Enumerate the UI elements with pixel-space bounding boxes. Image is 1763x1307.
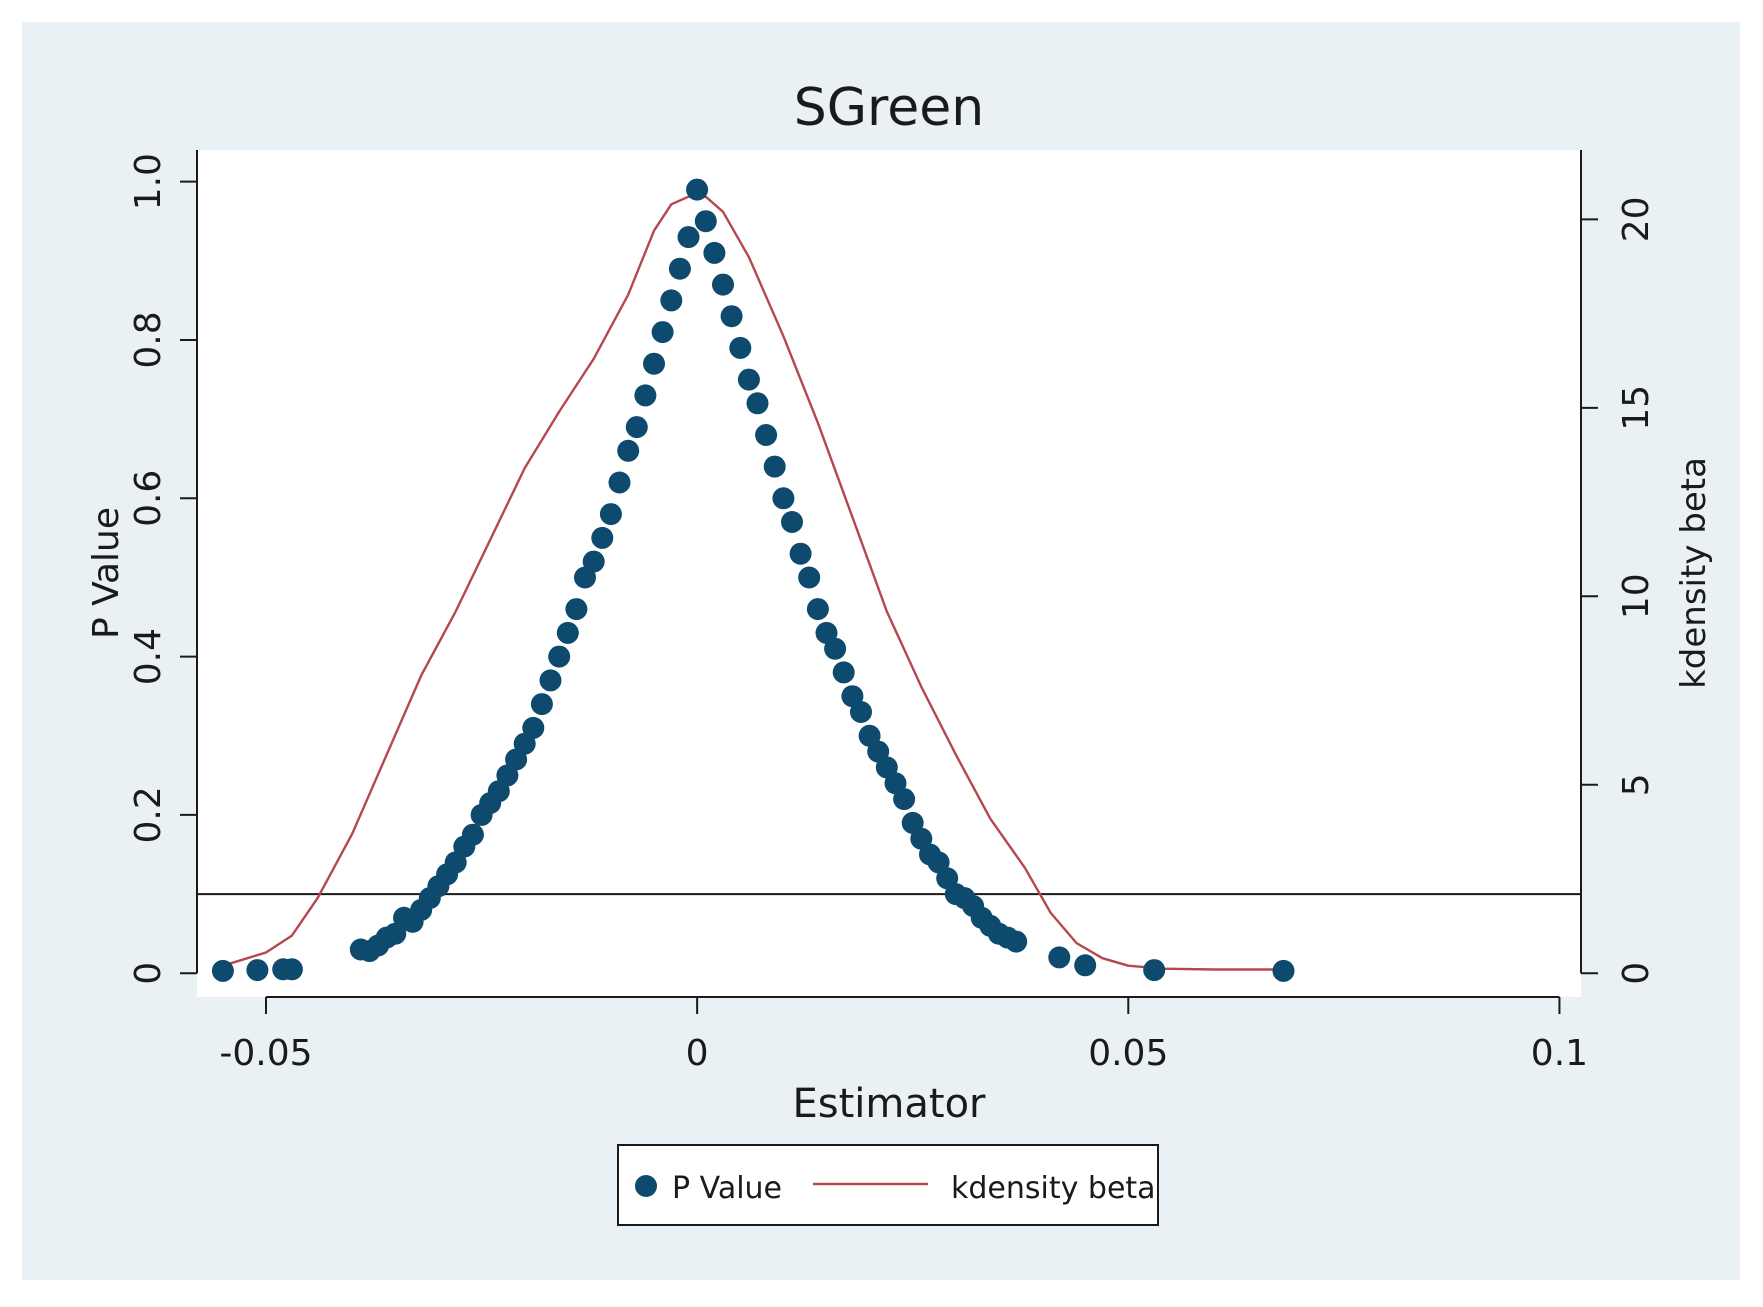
legend-label-kdensity: kdensity beta	[951, 1171, 1156, 1206]
y2-tick-label: 5	[1616, 773, 1657, 796]
p-value-point	[608, 471, 631, 494]
p-value-point	[806, 598, 829, 621]
p-value-point	[729, 336, 752, 359]
p-value-point	[694, 210, 717, 233]
y2-tick-label: 0	[1616, 962, 1657, 985]
y-tick-label: 0.4	[128, 628, 169, 685]
p-value-point	[211, 959, 234, 982]
p-value-point	[720, 305, 743, 328]
p-value-point	[668, 257, 691, 280]
y-tick-label: 1.0	[128, 153, 169, 210]
chart-title: SGreen	[794, 78, 984, 138]
p-value-point	[850, 701, 872, 723]
x-tick-label: 0.1	[1531, 1033, 1588, 1074]
p-value-point	[522, 716, 545, 739]
plot-area	[197, 150, 1581, 997]
y-tick-label: 0.8	[128, 311, 169, 368]
p-value-point	[712, 273, 734, 296]
p-value-point	[824, 637, 847, 660]
x-axis-label: Estimator	[793, 1081, 987, 1127]
p-value-point	[1143, 959, 1166, 982]
p-value-point	[634, 384, 657, 407]
p-value-point	[582, 550, 605, 573]
kdensity-line	[222, 195, 1284, 971]
p-value-point	[789, 542, 812, 565]
p-value-point	[591, 526, 614, 549]
p-value-point	[1074, 954, 1097, 977]
y2-tick-label: 20	[1616, 196, 1657, 242]
points-layer	[211, 178, 1295, 982]
y-tick-label: 0.2	[128, 786, 169, 843]
y-tick-label: 0.6	[128, 470, 169, 527]
p-value-point	[755, 424, 778, 446]
p-value-point	[746, 392, 769, 415]
p-value-point	[617, 439, 640, 462]
p-value-point	[530, 693, 553, 716]
y-axis-label: P Value	[86, 507, 127, 639]
p-value-point	[703, 241, 726, 264]
p-value-point	[280, 958, 303, 981]
axis-layer: 0 0.2 0.4 0.6 0.8 1.0 0 5 10 15 20 -0.05 0 0.05 0.1	[128, 150, 1657, 1074]
y-tick-label: 0	[128, 962, 169, 985]
p-value-point	[1048, 946, 1071, 969]
p-value-point	[737, 368, 760, 391]
p-value-point	[651, 321, 674, 344]
x-tick-label: 0	[686, 1033, 709, 1074]
p-value-point	[1272, 959, 1295, 982]
p-value-point	[556, 621, 579, 644]
x-tick-label: 0.05	[1088, 1033, 1168, 1074]
p-value-point	[548, 645, 571, 668]
p-value-point	[893, 788, 916, 811]
p-value-point	[539, 669, 562, 692]
p-value-point	[461, 823, 484, 846]
p-value-point	[686, 178, 709, 201]
p-value-point	[677, 226, 700, 249]
p-value-point	[599, 503, 622, 526]
p-value-point	[565, 598, 588, 621]
p-value-point	[246, 959, 269, 982]
p-value-point	[660, 289, 683, 312]
p-value-point	[798, 566, 821, 589]
y2-tick-label: 10	[1616, 573, 1657, 619]
legend-marker-p-value	[635, 1175, 657, 1197]
p-value-point	[643, 352, 665, 375]
legend-label-p-value: P Value	[672, 1171, 782, 1206]
p-value-point	[625, 416, 648, 439]
y2-axis-label: kdensity beta	[1674, 457, 1714, 689]
y2-tick-label: 15	[1616, 385, 1657, 431]
p-value-point	[763, 455, 786, 478]
x-tick-label: -0.05	[219, 1033, 312, 1074]
p-value-point	[832, 661, 855, 684]
legend: P Value kdensity beta	[617, 1144, 1159, 1226]
p-value-point	[772, 487, 795, 510]
p-value-point	[1005, 930, 1028, 953]
density-layer	[222, 195, 1284, 971]
p-value-point	[781, 511, 803, 533]
